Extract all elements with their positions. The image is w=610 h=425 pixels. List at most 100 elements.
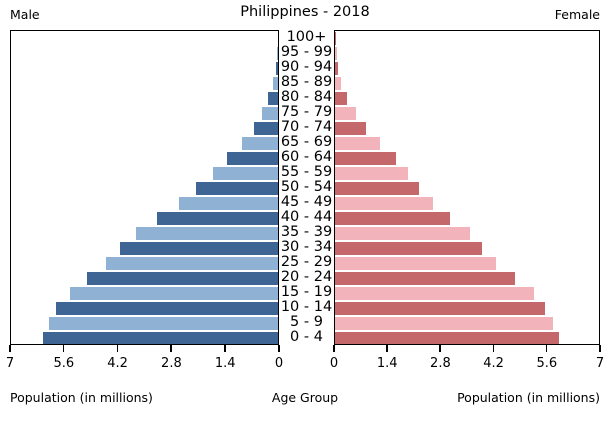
male-row-20-24 — [11, 271, 278, 286]
axis-tick-label: 4.2 — [483, 356, 504, 371]
female-bar-95-99 — [335, 47, 337, 60]
male-bar-40-44 — [157, 212, 278, 225]
male-bar-10-14 — [56, 302, 278, 315]
male-bar-85-89 — [272, 77, 278, 90]
male-bar-65-69 — [242, 137, 278, 150]
male-row-10-14 — [11, 301, 278, 316]
male-bar-20-24 — [87, 272, 278, 285]
female-row-60-64 — [335, 151, 599, 166]
male-row-35-39 — [11, 226, 278, 241]
male-bar-35-39 — [135, 227, 278, 240]
axis-tick-label: 4.2 — [107, 356, 128, 371]
chart-title: Philippines - 2018 — [240, 4, 370, 20]
female-bar-50-54 — [335, 182, 420, 195]
female-bar-45-49 — [335, 197, 433, 210]
age-group-label-40-44: 40 - 44 — [280, 209, 333, 225]
age-group-axis-caption: Age Group — [271, 390, 339, 405]
male-bar-60-64 — [226, 152, 278, 165]
female-bar-5-9 — [335, 317, 553, 330]
female-row-100plus — [335, 31, 599, 46]
female-row-45-49 — [335, 196, 599, 211]
male-bar-90-94 — [276, 62, 278, 75]
age-group-label-75-79: 75 - 79 — [280, 104, 333, 120]
female-row-50-54 — [335, 181, 599, 196]
female-row-0-4 — [335, 331, 599, 344]
age-group-label-65-69: 65 - 69 — [280, 134, 333, 150]
female-row-65-69 — [335, 136, 599, 151]
female-plot-area — [334, 30, 600, 345]
female-bar-30-34 — [335, 242, 483, 255]
male-row-0-4 — [11, 331, 278, 344]
female-bar-10-14 — [335, 302, 546, 315]
female-bar-75-79 — [335, 107, 357, 120]
age-group-label-55-59: 55 - 59 — [280, 164, 333, 180]
axis-tick-label: 7 — [5, 356, 15, 371]
age-group-label-35-39: 35 - 39 — [280, 224, 333, 240]
male-bar-0-4 — [43, 332, 278, 344]
male-bar-95-99 — [277, 47, 278, 60]
age-group-label-5-9: 5 - 9 — [290, 314, 323, 330]
axis-tick — [224, 345, 226, 352]
female-bar-40-44 — [335, 212, 450, 225]
age-group-label-95-99: 95 - 99 — [280, 44, 333, 60]
age-group-label-10-14: 10 - 14 — [280, 299, 333, 315]
age-group-label-50-54: 50 - 54 — [280, 179, 333, 195]
male-row-25-29 — [11, 256, 278, 271]
female-row-35-39 — [335, 226, 599, 241]
female-row-80-84 — [335, 91, 599, 106]
female-row-95-99 — [335, 46, 599, 61]
axis-tick — [170, 345, 172, 352]
female-row-40-44 — [335, 211, 599, 226]
female-side-header: Female — [554, 7, 600, 22]
female-row-70-74 — [335, 121, 599, 136]
female-bar-25-29 — [335, 257, 497, 270]
male-row-55-59 — [11, 166, 278, 181]
axis-tick — [278, 345, 280, 352]
age-group-label-70-74: 70 - 74 — [280, 119, 333, 135]
age-group-label-20-24: 20 - 24 — [280, 269, 333, 285]
male-bar-75-79 — [261, 107, 278, 120]
male-row-75-79 — [11, 106, 278, 121]
male-row-70-74 — [11, 121, 278, 136]
male-x-axis: 7 5.6 4.2 2.8 1.4 0 — [6, 345, 283, 375]
male-bar-50-54 — [196, 182, 278, 195]
male-row-45-49 — [11, 196, 278, 211]
axis-tick — [439, 345, 441, 352]
female-row-30-34 — [335, 241, 599, 256]
age-group-label-100plus: 100+ — [286, 29, 327, 45]
female-row-20-24 — [335, 271, 599, 286]
female-bar-55-59 — [335, 167, 408, 180]
male-row-95-99 — [11, 46, 278, 61]
male-plot-area — [10, 30, 279, 345]
male-bar-55-59 — [212, 167, 278, 180]
axis-tick — [116, 345, 119, 352]
age-group-label-60-64: 60 - 64 — [280, 149, 333, 165]
age-group-label-15-19: 15 - 19 — [280, 284, 333, 300]
male-side-header: Male — [10, 7, 40, 22]
female-bar-35-39 — [335, 227, 471, 240]
male-row-90-94 — [11, 61, 278, 76]
male-row-100plus — [11, 31, 278, 46]
male-row-50-54 — [11, 181, 278, 196]
female-row-5-9 — [335, 316, 599, 331]
axis-tick-label: 0 — [329, 356, 339, 371]
male-bar-30-34 — [119, 242, 278, 255]
female-bar-0-4 — [335, 332, 559, 344]
female-bar-85-89 — [335, 77, 342, 90]
age-group-label-85-89: 85 - 89 — [280, 74, 333, 90]
axis-tick — [545, 345, 548, 352]
axis-tick — [386, 345, 388, 352]
male-row-80-84 — [11, 91, 278, 106]
axis-tick-label: 7 — [595, 356, 605, 371]
age-group-label-column: 100+ 95 - 99 90 - 94 85 - 89 80 - 84 75 - 79 7… — [279, 29, 334, 345]
female-bar-100plus — [335, 32, 336, 45]
male-bar-15-19 — [70, 287, 278, 300]
age-group-label-0-4: 0 - 4 — [290, 329, 323, 345]
axis-tick-label: 1.4 — [376, 356, 398, 371]
female-row-90-94 — [335, 61, 599, 76]
female-bar-65-69 — [335, 137, 380, 150]
axis-tick — [9, 345, 11, 352]
female-row-10-14 — [335, 301, 599, 316]
axis-tick-label: 1.4 — [214, 356, 236, 371]
female-row-25-29 — [335, 256, 599, 271]
